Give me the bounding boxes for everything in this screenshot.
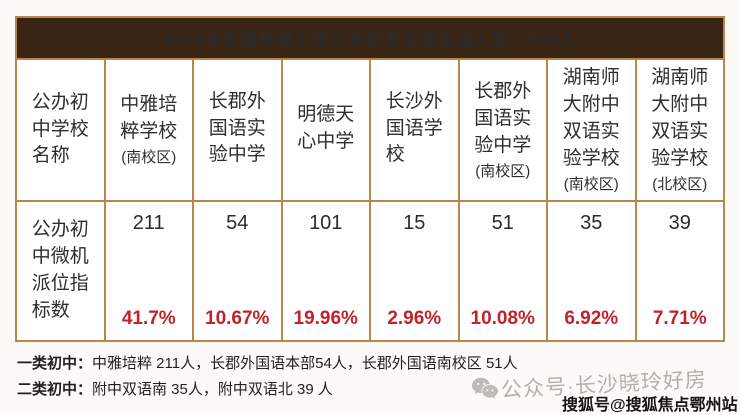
- quota-data-row: 公办初 中微机 派位指 标数 211 41.7% 54 10.67% 101 1…: [15, 200, 725, 342]
- row-header-cell: 公办初 中微机 派位指 标数: [15, 200, 106, 342]
- placement-percent: 19.96%: [293, 308, 358, 329]
- allocation-table: 2025年青园梓枫小学小升初参加派位总人数：506人 公办初 中学校 名称 中雅…: [15, 16, 725, 342]
- school-header-cell: 湖南师 大附中 双语实 验学校 (北校区): [634, 58, 725, 202]
- placement-count: 211: [132, 212, 165, 234]
- placement-percent: 41.7%: [121, 308, 176, 329]
- school-header-row: 公办初 中学校 名称 中雅培 粹学校 (南校区) 长郡外 国语实 验中学 明德天…: [15, 58, 725, 202]
- summary-notes: 一类初中：中雅培粹 211人，长郡外国语本部54人，长郡外国语南校区 51人 二…: [17, 351, 518, 403]
- quota-cell: 54 10.67%: [192, 200, 283, 342]
- table-title: 2025年青园梓枫小学小升初参加派位总人数：506人: [15, 16, 725, 60]
- school-campus: (北校区): [652, 176, 708, 194]
- placement-percent: 2.96%: [387, 308, 442, 329]
- placement-count: 39: [668, 212, 691, 234]
- school-name: 中雅培 粹学校: [120, 94, 178, 143]
- school-name: 湖南师 大附中 双语实 验学校: [562, 67, 620, 170]
- school-name: 明德天 心中学: [297, 104, 355, 152]
- quota-cell: 51 10.08%: [457, 200, 548, 342]
- placement-count: 101: [309, 212, 343, 234]
- note-tier1: 一类初中：中雅培粹 211人，长郡外国语本部54人，长郡外国语南校区 51人: [17, 351, 518, 377]
- quota-cell: 211 41.7%: [103, 200, 194, 342]
- school-header-cell: 明德天 心中学: [280, 58, 371, 202]
- placement-percent: 7.71%: [652, 308, 707, 329]
- quota-cell: 35 6.92%: [546, 200, 637, 342]
- note-tier1-label: 一类初中：: [17, 355, 93, 372]
- school-header-cell: 湖南师 大附中 双语实 验学校 (南校区): [546, 58, 637, 202]
- placement-count: 35: [580, 212, 603, 234]
- placement-percent: 6.92%: [564, 308, 619, 329]
- corner-header-cell: 公办初 中学校 名称: [15, 58, 106, 202]
- wechat-icon: [471, 377, 499, 399]
- school-name: 长郡外 国语实 验中学: [474, 80, 532, 156]
- school-campus: (南校区): [475, 162, 531, 180]
- school-header-cell: 长沙外 国语学 校: [369, 58, 460, 202]
- note-tier2-text: 附中双语南 35人，附中双语北 39 人: [92, 381, 333, 398]
- school-campus: (南校区): [563, 176, 619, 194]
- note-tier1-text: 中雅培粹 211人，长郡外国语本部54人，长郡外国语南校区 51人: [92, 355, 518, 372]
- quota-cell: 15 2.96%: [369, 200, 460, 342]
- school-header-cell: 长郡外 国语实 验中学 (南校区): [457, 58, 548, 202]
- row-header-label: 公办初 中微机 派位指 标数: [31, 219, 89, 321]
- corner-header-label: 公办初 中学校 名称: [31, 91, 89, 167]
- quota-cell: 101 19.96%: [280, 200, 371, 342]
- school-header-cell: 中雅培 粹学校 (南校区): [103, 58, 194, 202]
- school-header-cell: 长郡外 国语实 验中学: [192, 58, 283, 202]
- placement-count: 51: [491, 212, 514, 234]
- school-name: 长郡外 国语实 验中学: [208, 90, 266, 166]
- school-campus: (南校区): [121, 149, 177, 167]
- placement-count: 15: [403, 212, 426, 234]
- title-row: 2025年青园梓枫小学小升初参加派位总人数：506人: [15, 16, 725, 60]
- placement-percent: 10.08%: [470, 308, 535, 329]
- school-name: 湖南师 大附中 双语实 验学校: [651, 67, 709, 170]
- quota-cell: 39 7.71%: [634, 200, 725, 342]
- note-tier2: 二类初中：附中双语南 35人，附中双语北 39 人: [17, 377, 518, 403]
- sohu-watermark: 搜狐号@搜狐焦点鄂州站: [562, 397, 738, 414]
- school-name: 长沙外 国语学 校: [385, 90, 443, 166]
- placement-percent: 10.67%: [205, 308, 270, 329]
- placement-count: 54: [226, 212, 249, 234]
- note-tier2-label: 二类初中：: [17, 381, 93, 398]
